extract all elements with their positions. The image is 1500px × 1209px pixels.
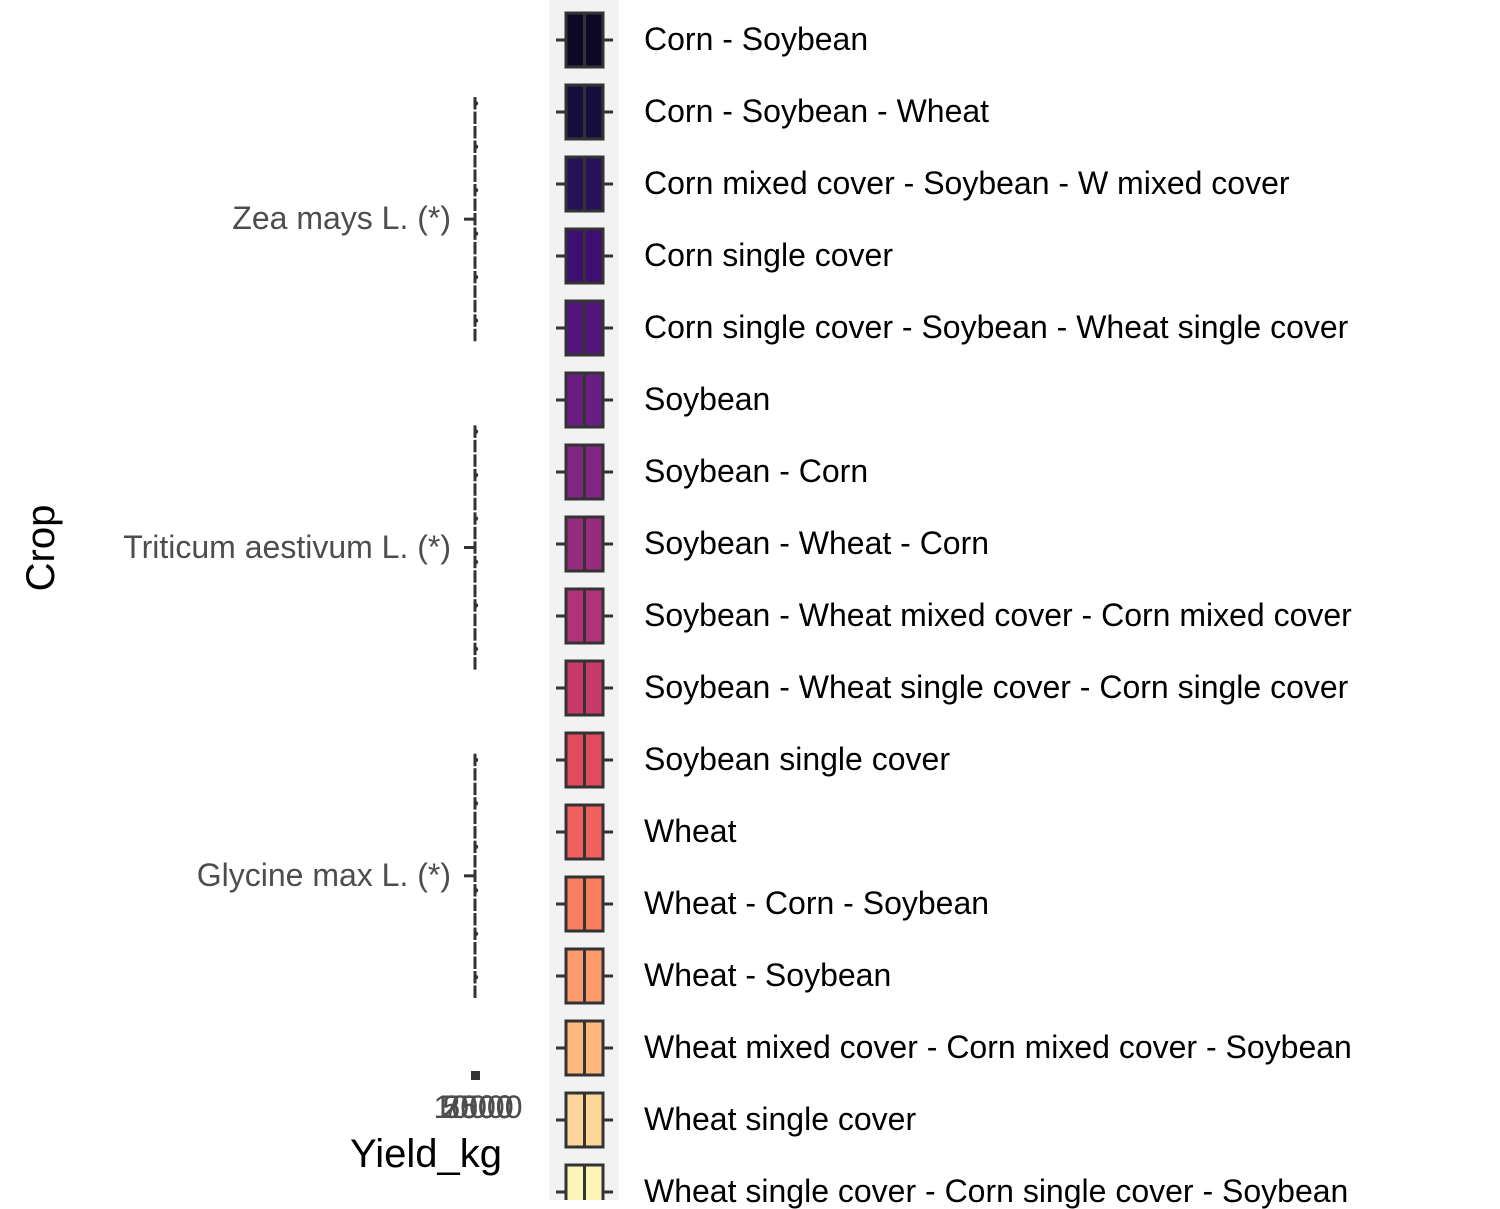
outlier-point: [473, 603, 479, 608]
legend-label: Corn - Soybean - Wheat: [644, 93, 990, 129]
y-tick-label: Glycine max L. (*): [196, 856, 451, 893]
box: [473, 570, 477, 583]
outlier-point: [473, 231, 479, 236]
box: [473, 126, 477, 139]
box: [473, 826, 477, 839]
box: [473, 483, 477, 496]
y-axis-title: Crop: [19, 504, 63, 592]
legend-label: Soybean - Wheat single cover - Corn sing…: [644, 669, 1349, 705]
y-tick-label: Zea mays L. (*): [232, 200, 451, 237]
legend-label: Corn - Soybean: [644, 21, 869, 57]
legend-label: Wheat mixed cover - Corn mixed cover - S…: [644, 1029, 1352, 1065]
outlier-point: [473, 516, 479, 521]
box: [473, 454, 477, 467]
box: [473, 782, 477, 796]
outlier-point: [473, 559, 479, 565]
box: [473, 299, 477, 313]
outlier-point: [473, 144, 479, 149]
box: [473, 154, 477, 168]
x-tick-label: 10000: [434, 1089, 523, 1125]
box: [473, 768, 477, 781]
x-tick-label: 5000: [442, 1089, 513, 1125]
box: [473, 898, 477, 912]
x-tick-label: 7500: [442, 1089, 513, 1125]
outlier-point: [473, 757, 479, 763]
outlier-point: [473, 472, 479, 478]
box: [473, 869, 477, 883]
box: [473, 328, 477, 342]
outlier-point: [473, 844, 479, 850]
box: [473, 285, 477, 298]
outlier-point: [473, 975, 479, 980]
legend-label: Corn mixed cover - Soybean - W mixed cov…: [644, 165, 1290, 201]
outlier-point: [473, 801, 479, 806]
legend-label: Soybean - Corn: [644, 453, 869, 489]
legend-label: Wheat - Corn - Soybean: [644, 885, 990, 921]
legend-label: Wheat: [644, 813, 737, 849]
box: [473, 811, 477, 825]
box: [473, 526, 477, 540]
box: [473, 497, 477, 511]
box: [473, 198, 477, 211]
box: [473, 212, 477, 226]
box: [473, 956, 477, 969]
box: [473, 541, 477, 554]
outlier-point: [473, 318, 479, 323]
outlier-point: [473, 931, 479, 936]
x-axis-ticks: [471, 1071, 480, 1080]
box: [473, 913, 477, 926]
outlier-point: [473, 101, 479, 106]
legend-label: Soybean - Wheat - Corn: [644, 525, 990, 561]
box: [473, 628, 477, 641]
outlier-point: [473, 429, 479, 434]
outlier-point: [473, 646, 479, 652]
outlier-point: [473, 274, 479, 280]
box: [473, 942, 477, 955]
legend-label: Soybean: [644, 381, 771, 417]
box: [473, 241, 477, 255]
box: [473, 985, 477, 998]
outlier-point: [473, 888, 479, 893]
box: [473, 169, 477, 182]
legend-label: Wheat - Soybean: [644, 957, 892, 993]
box: [473, 613, 477, 627]
y-tick-label: Triticum aestivum L. (*): [123, 528, 451, 565]
legend-label: Soybean single cover: [644, 741, 950, 777]
legend-label: Wheat single cover: [644, 1101, 917, 1137]
box: [473, 657, 477, 670]
outlier-point: [473, 187, 479, 193]
box: [473, 256, 477, 269]
legend-label: Corn single cover - Soybean - Wheat sing…: [644, 309, 1349, 345]
x-tick-label: 2500: [442, 1089, 513, 1125]
legend-label: Wheat single cover - Corn single cover -…: [644, 1173, 1349, 1209]
box: [473, 439, 477, 453]
legend-label: Corn single cover: [644, 237, 893, 273]
box: [473, 855, 477, 868]
x-axis-title: Yield_kg: [350, 1132, 502, 1176]
box: [473, 111, 477, 125]
box: [473, 584, 477, 598]
legend-label: Soybean - Wheat mixed cover - Corn mixed…: [644, 597, 1352, 633]
